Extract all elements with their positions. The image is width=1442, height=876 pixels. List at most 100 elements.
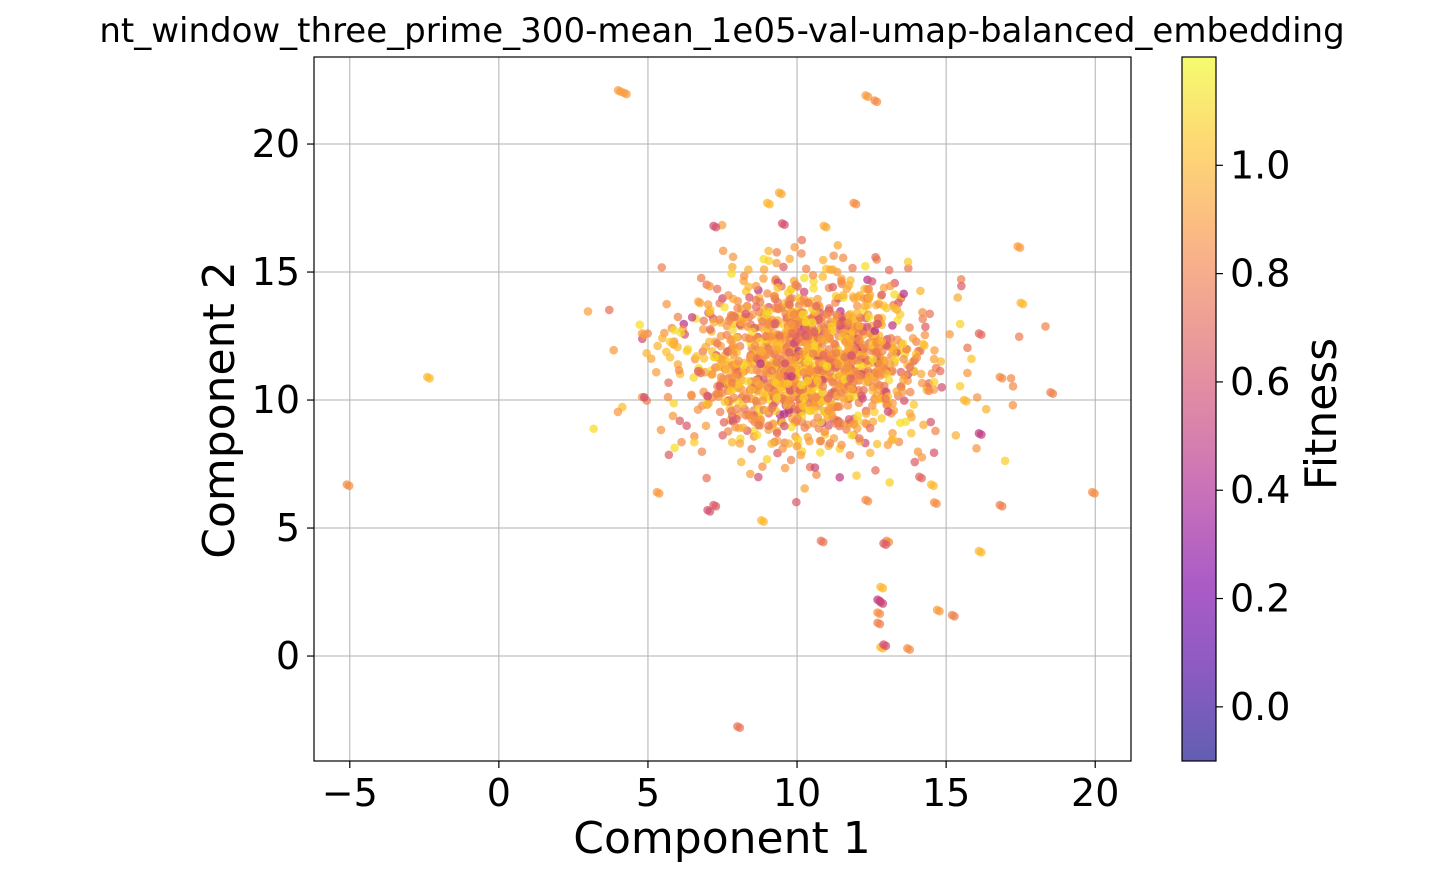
scatter-point xyxy=(818,272,828,281)
scatter-point xyxy=(811,301,821,311)
scatter-point xyxy=(803,342,812,351)
scatter-point xyxy=(747,365,757,375)
scatter-point xyxy=(784,348,794,357)
scatter-point xyxy=(810,463,820,472)
scatter-point xyxy=(845,450,855,460)
scatter-point xyxy=(780,463,790,473)
scatter-point xyxy=(883,407,893,416)
scatter-point xyxy=(863,92,873,101)
scatter-point xyxy=(957,281,966,291)
scatter-point xyxy=(810,406,819,415)
scatter-point xyxy=(997,501,1007,511)
scatter-point xyxy=(675,416,685,426)
x-tick-label: 15 xyxy=(922,771,970,815)
scatter-point xyxy=(861,377,870,387)
y-tick-label: 15 xyxy=(252,250,300,294)
scatter-point xyxy=(977,330,986,340)
scatter-point xyxy=(860,301,870,311)
scatter-point xyxy=(918,314,928,324)
scatter-point xyxy=(772,247,782,257)
scatter-point xyxy=(1018,299,1028,309)
scatter-point xyxy=(881,540,891,549)
colorbar-tick-label: 0.4 xyxy=(1230,468,1290,512)
scatter-point xyxy=(900,370,909,380)
scatter-point xyxy=(864,284,874,294)
scatter-point xyxy=(873,319,882,329)
scatter-point xyxy=(852,308,862,318)
scatter-point xyxy=(881,394,890,404)
scatter-point xyxy=(899,396,909,405)
scatter-point xyxy=(905,362,915,372)
scatter-point xyxy=(800,273,809,283)
scatter-point xyxy=(732,404,742,414)
scatter-point xyxy=(997,373,1007,383)
scatter-point xyxy=(705,281,714,291)
scatter-point xyxy=(797,249,806,258)
scatter-point xyxy=(682,421,691,431)
scatter-point xyxy=(674,365,684,375)
scatter-point xyxy=(818,255,828,265)
scatter-point xyxy=(689,437,699,447)
scatter-point xyxy=(835,472,845,482)
scatter-point xyxy=(916,369,926,379)
scatter-point xyxy=(839,394,849,404)
scatter-point xyxy=(833,402,842,412)
scatter-point xyxy=(735,379,744,389)
scatter-point xyxy=(779,262,788,272)
scatter-point xyxy=(825,265,835,274)
y-tick-label: 20 xyxy=(252,122,300,166)
scatter-point xyxy=(758,462,767,471)
scatter-point xyxy=(849,419,859,429)
scatter-point xyxy=(798,310,808,319)
scatter-point xyxy=(930,346,939,355)
scatter-point xyxy=(750,341,760,351)
scatter-point xyxy=(699,316,709,326)
scatter-point xyxy=(752,430,762,440)
scatter-point xyxy=(951,431,961,440)
scatter-point xyxy=(703,391,713,401)
scatter-point xyxy=(656,425,666,435)
scatter-point xyxy=(776,372,785,382)
scatter-point xyxy=(805,436,814,446)
scatter-point xyxy=(712,389,721,399)
scatter-point xyxy=(936,357,946,366)
scatter-point xyxy=(808,270,818,280)
scatter-point xyxy=(877,290,887,300)
scatter-point xyxy=(797,380,806,390)
scatter-point xyxy=(816,436,826,446)
colorbar-ticks: 0.0 0.2 0.4 0.6 0.8 1.0 xyxy=(1216,143,1290,729)
plot-frame xyxy=(313,56,1132,762)
scatter-point xyxy=(890,303,899,313)
scatter-point xyxy=(810,342,819,352)
scatter-point xyxy=(825,403,835,413)
scatter-point xyxy=(763,383,773,392)
scatter-point xyxy=(929,377,939,387)
scatter-point xyxy=(812,470,821,480)
scatter-point xyxy=(701,421,711,431)
scatter-point xyxy=(877,336,887,346)
scatter-point xyxy=(953,293,963,302)
scatter-point xyxy=(847,351,856,360)
scatter-point xyxy=(872,395,882,405)
scatter-point xyxy=(784,395,794,405)
scatter-point xyxy=(793,414,802,423)
scatter-point xyxy=(917,473,926,483)
scatter-point xyxy=(759,274,768,283)
scatter-point xyxy=(712,284,722,294)
scatter-point xyxy=(739,276,748,286)
scatter-point xyxy=(747,444,756,454)
scatter-point xyxy=(886,334,896,343)
scatter-point xyxy=(715,381,725,391)
scatter-point xyxy=(668,411,678,421)
scatter-point xyxy=(780,220,789,229)
scatter-point xyxy=(800,484,809,493)
x-axis: −5 0 5 10 15 20 xyxy=(322,761,1119,815)
scatter-point xyxy=(811,393,821,402)
scatter-point xyxy=(668,339,678,348)
scatter-point xyxy=(702,473,711,483)
scatter-point xyxy=(707,370,717,379)
scatter-point xyxy=(844,311,853,320)
scatter-point xyxy=(840,352,849,362)
scatter-point xyxy=(803,376,812,386)
scatter-point xyxy=(687,390,696,400)
